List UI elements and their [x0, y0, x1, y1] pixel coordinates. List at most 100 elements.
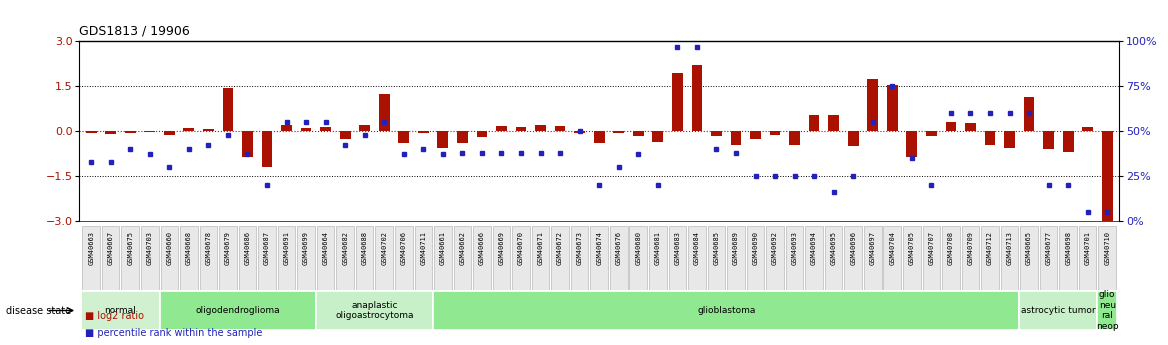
- Bar: [164, 131, 175, 135]
- Text: GSM40695: GSM40695: [830, 231, 836, 265]
- Text: GSM40671: GSM40671: [537, 231, 543, 265]
- Bar: [85, 131, 97, 134]
- Bar: [1059, 226, 1077, 290]
- Bar: [985, 131, 995, 145]
- Text: GSM40683: GSM40683: [674, 231, 680, 265]
- Text: GSM40670: GSM40670: [519, 231, 524, 265]
- Text: GSM40693: GSM40693: [792, 231, 798, 265]
- Text: GSM40710: GSM40710: [1104, 231, 1111, 265]
- Bar: [340, 131, 350, 139]
- Bar: [262, 131, 272, 167]
- Bar: [457, 131, 467, 143]
- Bar: [300, 128, 312, 131]
- Bar: [1083, 127, 1093, 131]
- Bar: [298, 226, 315, 290]
- Bar: [688, 226, 705, 290]
- Text: GSM40681: GSM40681: [655, 231, 661, 265]
- Bar: [317, 226, 334, 290]
- Bar: [125, 131, 135, 133]
- Bar: [160, 290, 315, 331]
- Text: GSM40663: GSM40663: [88, 231, 95, 265]
- Bar: [1043, 131, 1054, 149]
- Bar: [848, 131, 858, 146]
- Bar: [141, 226, 159, 290]
- Bar: [887, 85, 898, 131]
- Bar: [398, 131, 409, 143]
- Bar: [750, 131, 760, 139]
- Text: GSM40685: GSM40685: [714, 231, 719, 265]
- Text: GSM40661: GSM40661: [440, 231, 446, 265]
- Bar: [375, 226, 394, 290]
- Bar: [981, 226, 999, 290]
- Text: GSM40684: GSM40684: [694, 231, 700, 265]
- Bar: [630, 226, 647, 290]
- Bar: [766, 226, 784, 290]
- Bar: [1098, 226, 1115, 290]
- Bar: [590, 226, 609, 290]
- Bar: [770, 131, 780, 135]
- Bar: [200, 226, 217, 290]
- Bar: [1098, 290, 1117, 331]
- Text: GSM40694: GSM40694: [811, 231, 818, 265]
- Bar: [1063, 131, 1073, 152]
- Bar: [434, 226, 452, 290]
- Text: GSM40677: GSM40677: [1045, 231, 1051, 265]
- Text: GSM40691: GSM40691: [284, 231, 290, 265]
- Text: GSM40678: GSM40678: [206, 231, 211, 265]
- Bar: [493, 226, 510, 290]
- Bar: [844, 226, 862, 290]
- Bar: [864, 226, 882, 290]
- Text: GSM40669: GSM40669: [499, 231, 505, 265]
- Bar: [633, 131, 644, 136]
- Bar: [571, 226, 589, 290]
- Bar: [336, 226, 354, 290]
- Bar: [825, 226, 842, 290]
- Text: disease state: disease state: [6, 306, 71, 315]
- Bar: [728, 226, 745, 290]
- Bar: [223, 88, 234, 131]
- Bar: [395, 226, 412, 290]
- Bar: [805, 226, 823, 290]
- Text: GSM40712: GSM40712: [987, 231, 993, 265]
- Text: GSM40660: GSM40660: [166, 231, 173, 265]
- Bar: [906, 131, 917, 157]
- Bar: [315, 290, 433, 331]
- Text: GSM40711: GSM40711: [420, 231, 426, 265]
- Bar: [258, 226, 276, 290]
- Bar: [731, 131, 742, 145]
- Bar: [649, 226, 667, 290]
- Text: GDS1813 / 19906: GDS1813 / 19906: [79, 25, 190, 38]
- Bar: [515, 127, 527, 131]
- Bar: [121, 226, 139, 290]
- Bar: [746, 226, 764, 290]
- Text: GSM40672: GSM40672: [557, 231, 563, 265]
- Bar: [477, 131, 487, 137]
- Text: GSM40704: GSM40704: [889, 231, 896, 265]
- Text: GSM40697: GSM40697: [870, 231, 876, 265]
- Text: GSM40709: GSM40709: [967, 231, 973, 265]
- Text: GSM40664: GSM40664: [322, 231, 328, 265]
- Bar: [711, 131, 722, 137]
- Bar: [668, 226, 686, 290]
- Bar: [220, 226, 237, 290]
- Text: GSM40690: GSM40690: [752, 231, 758, 265]
- Text: GSM40705: GSM40705: [909, 231, 915, 265]
- Bar: [1004, 131, 1015, 148]
- Bar: [691, 65, 702, 131]
- Bar: [438, 131, 449, 148]
- Bar: [672, 73, 683, 131]
- Bar: [238, 226, 256, 290]
- Bar: [145, 131, 155, 132]
- Bar: [1101, 131, 1113, 221]
- Bar: [278, 226, 296, 290]
- Bar: [415, 226, 432, 290]
- Bar: [535, 125, 545, 131]
- Text: GSM40665: GSM40665: [1026, 231, 1033, 265]
- Text: GSM40668: GSM40668: [186, 231, 192, 265]
- Bar: [1040, 226, 1057, 290]
- Bar: [83, 226, 100, 290]
- Bar: [1021, 226, 1038, 290]
- Text: ■ log2 ratio: ■ log2 ratio: [85, 311, 145, 321]
- Bar: [360, 125, 370, 131]
- Text: ■ percentile rank within the sample: ■ percentile rank within the sample: [85, 328, 263, 338]
